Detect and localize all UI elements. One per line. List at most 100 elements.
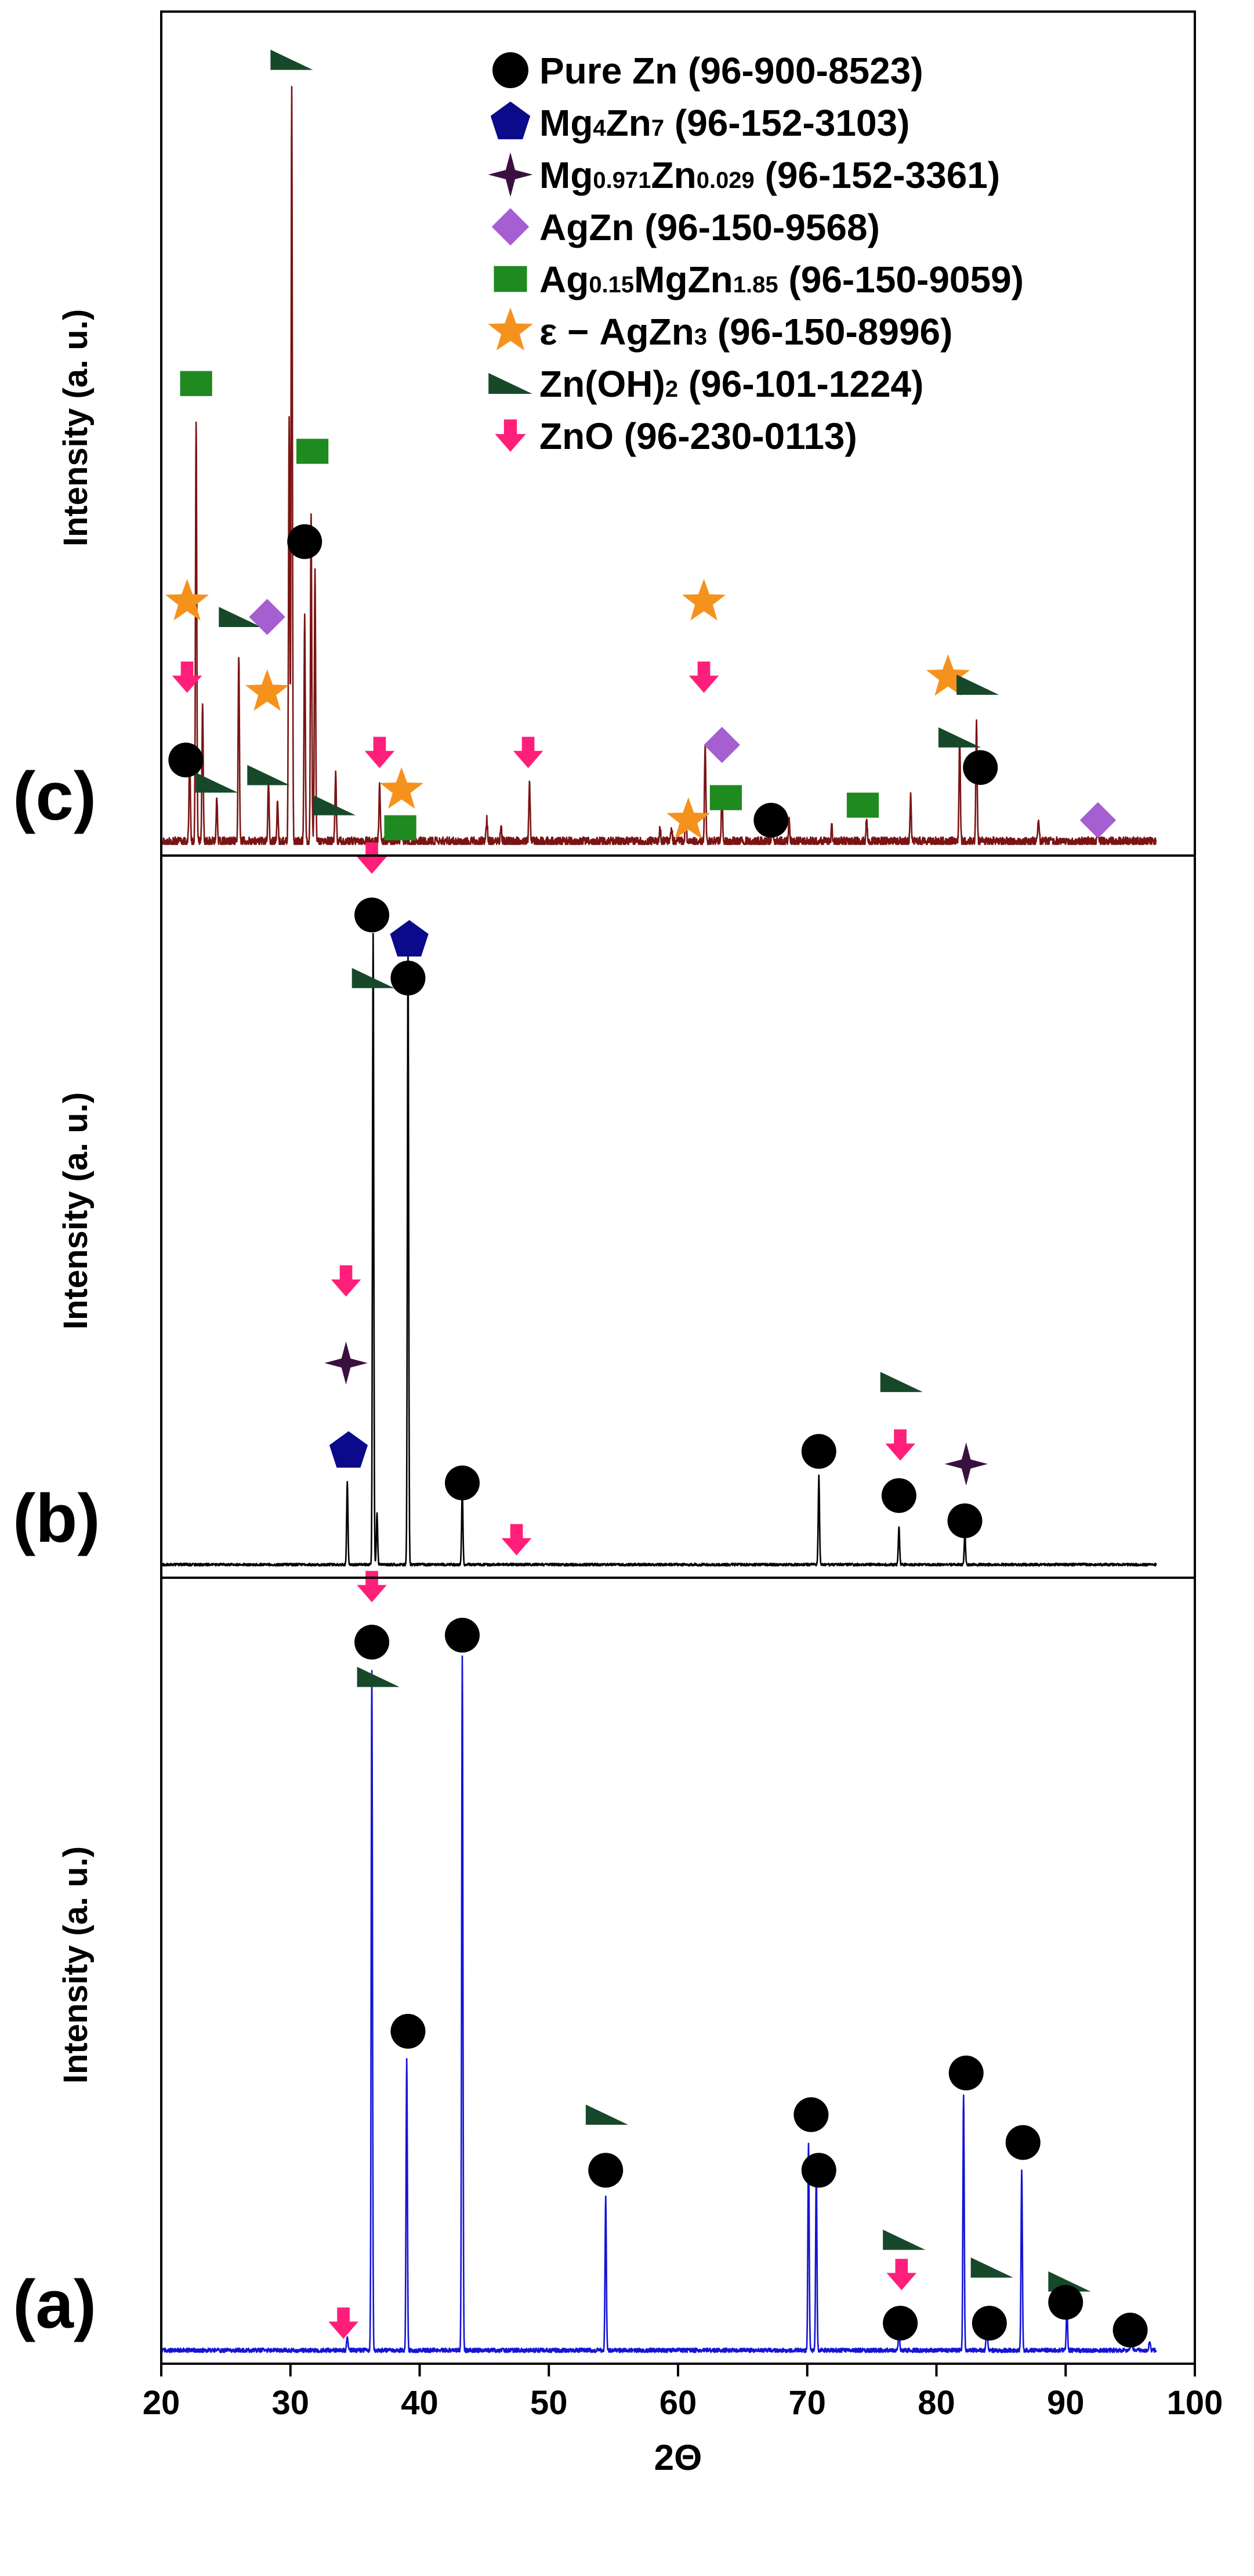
x-tick-label: 70 bbox=[788, 2384, 826, 2422]
peak-marker-pure-zn bbox=[753, 803, 789, 838]
peak-marker-pure-zn bbox=[947, 1503, 983, 1538]
peak-marker-mg4zn7 bbox=[329, 1431, 368, 1468]
legend-symbol-ag-mgzn bbox=[494, 266, 527, 292]
peak-marker-pure-zn bbox=[1048, 2285, 1083, 2320]
x-tick-label: 30 bbox=[271, 2384, 309, 2422]
peak-marker-eps-agzn3 bbox=[682, 579, 726, 621]
peak-marker-agzn bbox=[249, 599, 285, 635]
legend-entry-pure-zn: Pure Zn (96-900-8523) bbox=[492, 50, 923, 92]
peak-marker-zn-oh2 bbox=[970, 2257, 1013, 2278]
legend-entry-ag-mgzn: Ag0.15MgZn1.85 (96-150-9059) bbox=[494, 259, 1024, 300]
x-axis-label: 2Θ bbox=[654, 2438, 702, 2478]
peak-marker-eps-agzn3 bbox=[245, 669, 289, 711]
peak-marker-pure-zn bbox=[881, 1478, 916, 1513]
peak-marker-pure-zn bbox=[390, 2013, 426, 2049]
peak-marker-zno bbox=[328, 2307, 358, 2339]
peak-marker-pure-zn bbox=[168, 742, 204, 778]
peak-marker-zno bbox=[886, 2259, 917, 2291]
legend-entry-mg4zn7: Mg4Zn7 (96-152-3103) bbox=[490, 102, 909, 144]
legend-symbol-agzn bbox=[491, 208, 530, 246]
peak-marker-pure-zn bbox=[354, 897, 390, 933]
peak-marker-zno bbox=[357, 1571, 387, 1603]
panel-a: Intensity (a. u.) (a) bbox=[13, 1571, 1157, 2353]
legend: Pure Zn (96-900-8523) Mg4Zn7 (96-152-3103… bbox=[488, 50, 1024, 457]
peak-marker-pure-zn bbox=[287, 524, 322, 559]
x-tick-label: 90 bbox=[1047, 2384, 1085, 2422]
legend-label: Pure Zn (96-900-8523) bbox=[539, 50, 923, 92]
legend-entry-mgzn-solid: Mg0.971Zn0.029 (96-152-3361) bbox=[488, 152, 1000, 197]
x-tick-label: 60 bbox=[659, 2384, 697, 2422]
x-tick-label: 40 bbox=[401, 2384, 438, 2422]
peak-marker-mgzn-solid bbox=[944, 1442, 988, 1486]
peak-marker-mgzn-solid bbox=[324, 1341, 368, 1385]
legend-symbol-pure-zn bbox=[492, 52, 528, 88]
peak-marker-agzn bbox=[704, 727, 740, 763]
peak-marker-zn-oh2 bbox=[351, 968, 394, 988]
legend-symbol-mgzn-solid bbox=[488, 152, 533, 197]
peak-marker-pure-zn bbox=[354, 1625, 390, 1660]
spectrum-line bbox=[160, 1655, 1157, 2353]
peak-marker-pure-zn bbox=[972, 2306, 1007, 2341]
peak-marker-eps-agzn3 bbox=[379, 767, 423, 809]
panel-label: (c) bbox=[13, 758, 96, 835]
panel-label: (b) bbox=[13, 1480, 100, 1557]
peak-marker-zn-oh2 bbox=[938, 727, 981, 748]
peak-marker-zn-oh2 bbox=[219, 607, 262, 627]
peak-marker-eps-agzn3 bbox=[666, 797, 711, 839]
peak-marker-zno bbox=[172, 661, 202, 693]
legend-symbol-eps-agzn3 bbox=[488, 307, 533, 351]
peak-marker-eps-agzn3 bbox=[165, 579, 209, 621]
peak-marker-pure-zn bbox=[963, 750, 998, 785]
legend-entry-agzn: AgZn (96-150-9568) bbox=[491, 206, 880, 248]
legend-label: AgZn (96-150-9568) bbox=[539, 206, 880, 248]
y-axis-label: Intensity (a. u.) bbox=[57, 1846, 95, 2084]
peak-marker-pure-zn bbox=[1005, 2125, 1041, 2160]
peak-marker-ag-mgzn bbox=[180, 371, 212, 396]
x-tick-label: 80 bbox=[918, 2384, 955, 2422]
peak-marker-pure-zn bbox=[390, 961, 426, 996]
legend-entry-zn-oh2: Zn(OH)2 (96-101-1224) bbox=[488, 363, 923, 405]
x-axis: 20 30 40 50 60 70 80 90 100 2Θ bbox=[143, 10, 1223, 2478]
peak-marker-zno bbox=[688, 661, 719, 693]
peak-marker-zn-oh2 bbox=[247, 765, 290, 785]
panel-label: (a) bbox=[13, 2266, 96, 2343]
x-tick-label: 50 bbox=[530, 2384, 568, 2422]
x-tick-label: 20 bbox=[143, 2384, 180, 2422]
peak-marker-pure-zn bbox=[948, 2055, 984, 2090]
x-tick-label: 100 bbox=[1167, 2384, 1223, 2422]
peak-marker-pure-zn bbox=[445, 1618, 480, 1653]
panel-c: Intensity (a. u.) (c) bbox=[13, 49, 1157, 845]
peak-marker-zno bbox=[501, 1524, 532, 1556]
legend-symbol-mg4zn7 bbox=[490, 102, 531, 140]
peak-marker-zn-oh2 bbox=[313, 795, 356, 816]
peak-marker-zn-oh2 bbox=[956, 675, 999, 695]
peak-marker-ag-mgzn bbox=[709, 785, 742, 810]
peak-marker-zno bbox=[331, 1265, 361, 1297]
legend-label: Mg4Zn7 (96-152-3103) bbox=[539, 102, 909, 144]
peak-marker-ag-mgzn bbox=[846, 792, 879, 818]
peak-marker-eps-agzn3 bbox=[926, 654, 970, 696]
peak-marker-zn-oh2 bbox=[880, 1372, 923, 1392]
y-axis-label: Intensity (a. u.) bbox=[57, 1092, 95, 1329]
peak-marker-zno bbox=[357, 842, 387, 874]
legend-symbol-zno bbox=[495, 419, 526, 452]
peak-marker-zn-oh2 bbox=[270, 49, 313, 70]
legend-label: Ag0.15MgZn1.85 (96-150-9059) bbox=[539, 259, 1024, 300]
legend-label: ZnO (96-230-0113) bbox=[539, 415, 857, 457]
peak-marker-ag-mgzn bbox=[384, 815, 416, 840]
peak-marker-zn-oh2 bbox=[195, 772, 238, 793]
legend-label: Mg0.971Zn0.029 (96-152-3361) bbox=[539, 154, 1000, 196]
peak-marker-pure-zn bbox=[445, 1465, 480, 1501]
peak-marker-zno bbox=[513, 737, 543, 769]
peak-marker-zn-oh2 bbox=[357, 1666, 400, 1687]
spectrum-line bbox=[161, 933, 1157, 1567]
peak-marker-pure-zn bbox=[883, 2306, 918, 2341]
peak-marker-zn-oh2 bbox=[883, 2229, 926, 2250]
peak-marker-pure-zn bbox=[588, 2153, 624, 2188]
y-axis-label: Intensity (a. u.) bbox=[57, 309, 95, 546]
peak-marker-pure-zn bbox=[793, 2097, 829, 2132]
legend-entry-eps-agzn3: ε − AgZn3 (96-150-8996) bbox=[488, 307, 952, 353]
